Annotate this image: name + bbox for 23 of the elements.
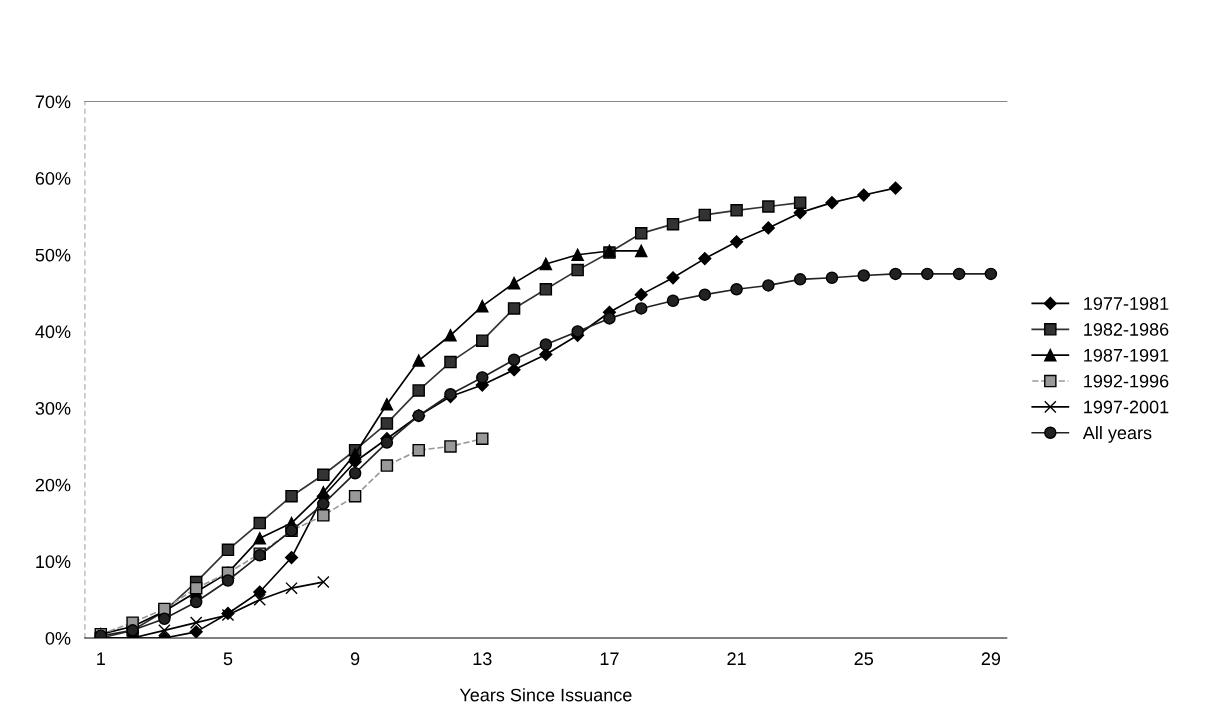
x-tick-label: 9: [350, 652, 360, 666]
x-tick-label: 1: [97, 652, 105, 665]
legend-label: 1987-1991: [1084, 348, 1169, 362]
y-tick-label: 30%: [35, 402, 71, 415]
y-tick-label: 60%: [35, 172, 71, 185]
x-axis-title: Years Since Issuance: [459, 688, 632, 702]
legend-label: 1982-1986: [1084, 323, 1169, 336]
y-tick-label: 10%: [36, 555, 71, 569]
x-tick-label: 25: [854, 652, 874, 666]
legend-label: 1992-1996: [1084, 374, 1169, 388]
x-tick-label: 21: [727, 652, 746, 665]
legend-label: 1977-1981: [1084, 297, 1169, 310]
legend-label: 1997-2001: [1084, 400, 1169, 414]
y-tick-label: 70%: [35, 95, 71, 109]
y-tick-label: 50%: [35, 248, 71, 262]
x-tick-label: 13: [473, 652, 492, 666]
legend-label: All years: [1082, 425, 1152, 443]
x-tick-label: 5: [223, 652, 233, 666]
x-tick-label: 29: [981, 652, 1001, 666]
y-tick-label: 40%: [35, 325, 71, 339]
y-tick-label: 0%: [45, 631, 71, 645]
y-tick-label: 20%: [35, 478, 71, 492]
x-tick-label: 17: [600, 652, 619, 665]
